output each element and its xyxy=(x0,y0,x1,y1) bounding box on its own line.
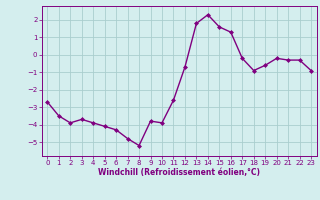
X-axis label: Windchill (Refroidissement éolien,°C): Windchill (Refroidissement éolien,°C) xyxy=(98,168,260,177)
